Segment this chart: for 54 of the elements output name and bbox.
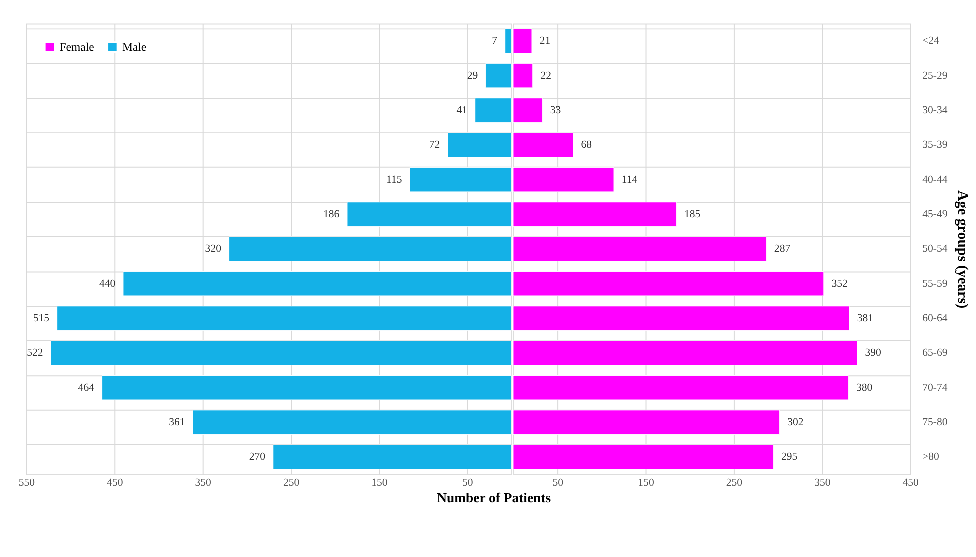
y-tick-label: 50-54	[922, 243, 948, 256]
legend-label: Male	[122, 41, 147, 54]
data-label: 380	[856, 382, 873, 394]
x-tick-label: 50	[462, 476, 474, 489]
y-tick-label: 45-49	[922, 208, 948, 220]
data-label: 390	[865, 347, 882, 360]
data-label: 186	[323, 208, 340, 220]
x-tick-label: 450	[107, 476, 124, 489]
data-label: 185	[684, 208, 701, 220]
x-tick-label: 150	[372, 476, 388, 489]
data-label: 522	[27, 347, 44, 360]
y-tick-label: 75-80	[922, 416, 948, 428]
data-label: 72	[429, 139, 440, 152]
data-label: 7	[492, 35, 498, 48]
data-label: 440	[99, 278, 116, 290]
x-tick-label: 150	[638, 476, 654, 489]
x-tick-label: 550	[18, 476, 36, 489]
x-tick-label: 50	[552, 476, 564, 489]
x-tick-label: 250	[283, 476, 300, 489]
y-tick-label: 70-74	[922, 382, 948, 394]
data-label: 115	[386, 174, 402, 186]
x-tick-label: 450	[902, 476, 919, 489]
y-tick-label: 30-34	[922, 104, 948, 116]
data-label: 320	[205, 243, 222, 256]
y-tick-label: <24	[922, 35, 940, 48]
y-axis-title: Age groups (years)	[954, 190, 971, 309]
y-tick-label: 40-44	[922, 174, 948, 186]
y-tick-label: 60-64	[922, 312, 948, 324]
data-label: 295	[781, 451, 798, 464]
data-label: 68	[581, 139, 592, 152]
y-tick-label: >80	[922, 451, 940, 464]
data-label: 515	[33, 312, 50, 324]
data-label: 361	[169, 416, 186, 428]
x-tick-label: 350	[195, 476, 212, 489]
data-label: 464	[78, 382, 96, 394]
data-label: 287	[774, 243, 792, 256]
x-axis-title: Number of Patients	[437, 490, 552, 506]
data-label: 270	[249, 451, 266, 464]
data-label: 114	[622, 174, 638, 186]
data-label: 352	[832, 278, 848, 290]
data-label: 21	[540, 35, 551, 48]
data-label: 33	[550, 104, 562, 116]
data-label: 29	[467, 70, 478, 82]
x-tick-label: 250	[726, 476, 743, 489]
data-label: 22	[540, 70, 552, 82]
data-label: 302	[788, 416, 804, 428]
x-tick-label: 350	[814, 476, 831, 489]
data-label: 381	[857, 312, 874, 324]
y-tick-label: 25-29	[922, 70, 948, 82]
data-label: 41	[456, 104, 468, 116]
y-tick-label: 35-39	[922, 139, 948, 152]
y-tick-label: 65-69	[922, 347, 948, 360]
legend-label: Female	[60, 41, 94, 54]
y-tick-label: 55-59	[922, 278, 948, 290]
